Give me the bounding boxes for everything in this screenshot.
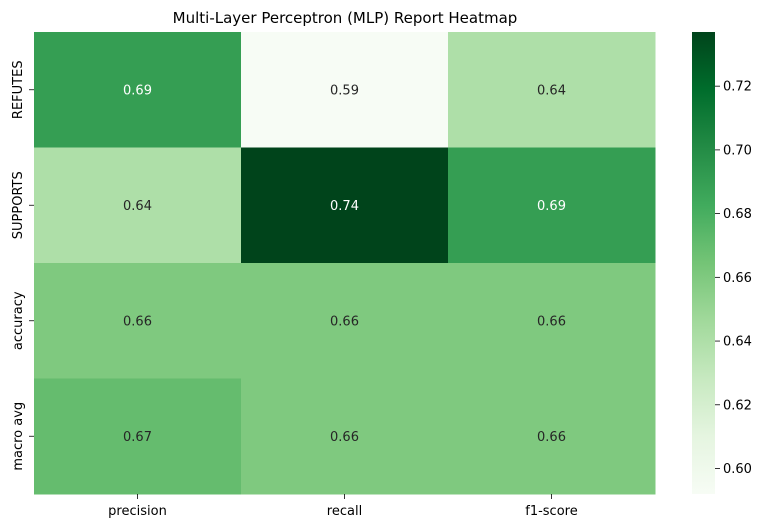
heatmap-cell <box>34 378 242 495</box>
heatmap-cells <box>34 32 656 495</box>
cell-value-labels: 0.69 0.59 0.64 0.64 0.74 0.69 0.66 0.66 0.66 0.67… <box>123 83 566 445</box>
heatmap-cell <box>448 147 656 264</box>
heatmap-cell <box>34 147 242 264</box>
colorbar-tick-label: 0.72 <box>723 80 752 95</box>
x-tick-label: recall <box>327 504 362 519</box>
heatmap-cell <box>448 378 656 495</box>
cell-value-label: 0.74 <box>330 199 359 214</box>
colorbar-tick-label: 0.66 <box>723 271 752 286</box>
heatmap-cell <box>241 32 449 148</box>
y-tick-label: macro avg <box>11 402 26 471</box>
heatmap-cell <box>241 263 449 379</box>
colorbar: 0.60 0.62 0.64 0.66 0.68 0.70 0.72 <box>692 32 752 494</box>
x-tick-label: precision <box>108 504 167 519</box>
colorbar-tick-label: 0.68 <box>723 207 752 222</box>
chart-title: Multi-Layer Perceptron (MLP) Report Heat… <box>173 9 518 27</box>
y-tick-label: accuracy <box>11 291 26 350</box>
heatmap-cell <box>448 32 656 148</box>
cell-value-label: 0.64 <box>537 83 566 98</box>
heatmap-cell <box>34 263 242 379</box>
cell-value-label: 0.66 <box>330 430 359 445</box>
cell-value-label: 0.69 <box>537 199 566 214</box>
colorbar-tick-label: 0.62 <box>723 398 752 413</box>
y-tick-label: SUPPORTS <box>11 171 26 239</box>
heatmap-cell <box>448 263 656 379</box>
cell-value-label: 0.67 <box>123 430 152 445</box>
cell-value-label: 0.59 <box>330 83 359 98</box>
heatmap-cell <box>34 32 242 148</box>
heatmap-cell <box>241 147 449 264</box>
cell-value-label: 0.69 <box>123 83 152 98</box>
cell-value-label: 0.64 <box>123 199 152 214</box>
x-tick-label: f1-score <box>525 504 577 519</box>
colorbar-gradient <box>692 32 715 494</box>
y-axis: REFUTES SUPPORTS accuracy macro avg <box>11 60 34 471</box>
cell-value-label: 0.66 <box>537 314 566 329</box>
heatmap-cell <box>241 378 449 495</box>
x-axis: precision recall f1-score <box>108 494 578 519</box>
cell-value-label: 0.66 <box>537 430 566 445</box>
y-tick-label: REFUTES <box>11 60 26 119</box>
cell-value-label: 0.66 <box>330 314 359 329</box>
colorbar-tick-label: 0.70 <box>723 143 752 158</box>
colorbar-tick-label: 0.60 <box>723 462 752 477</box>
cell-value-label: 0.66 <box>123 314 152 329</box>
colorbar-tick-label: 0.64 <box>723 335 752 350</box>
